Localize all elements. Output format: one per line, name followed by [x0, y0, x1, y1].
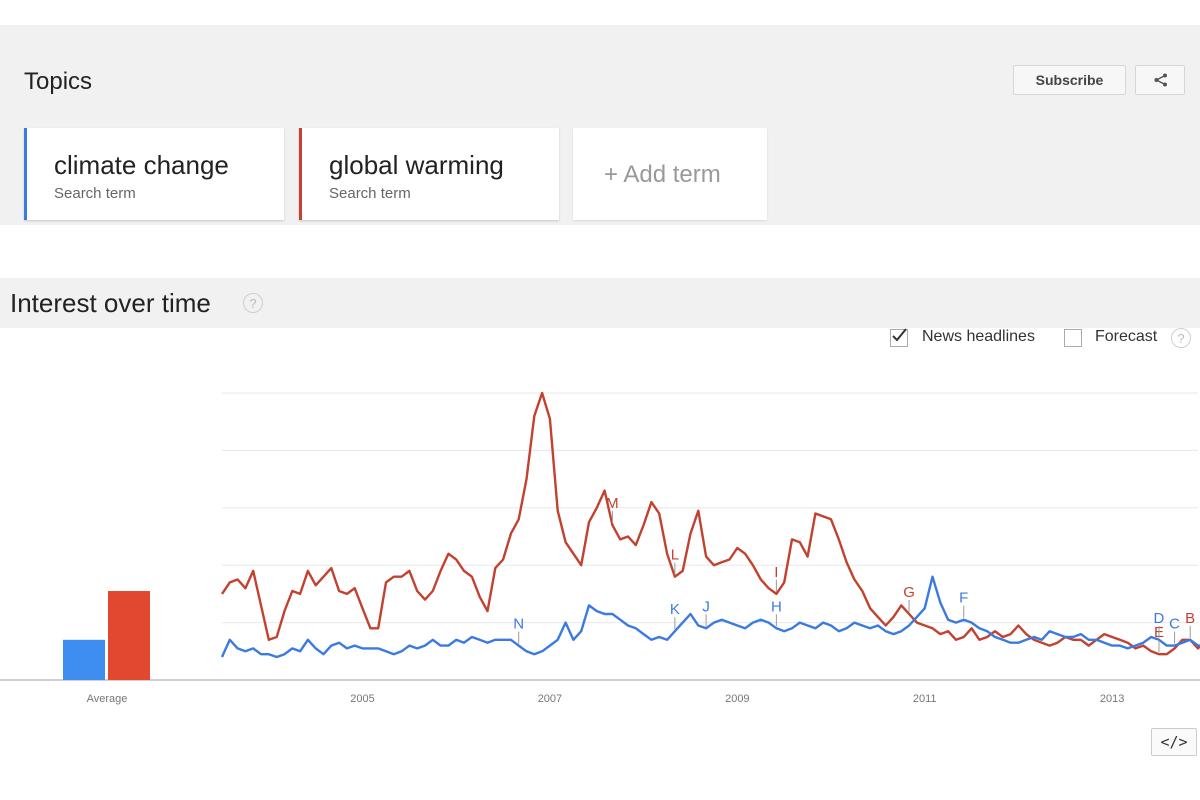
news-marker-C: C [1169, 616, 1180, 633]
x-tick-label: 2007 [538, 693, 562, 705]
series-line-climate-change [220, 575, 1200, 659]
news-marker-K: K [670, 601, 680, 618]
term-name: global warming [329, 150, 504, 180]
news-marker-N: N [513, 616, 524, 633]
average-label: Average [87, 693, 128, 705]
x-tick-label: 2013 [1100, 693, 1124, 705]
subscribe-button[interactable]: Subscribe [1013, 65, 1126, 95]
x-tick-label: 2011 [913, 693, 937, 705]
forecast-checkbox[interactable] [1064, 329, 1082, 347]
help-icon[interactable]: ? [243, 293, 263, 313]
series-line-global-warming [221, 391, 1200, 656]
news-marker-G: G [903, 584, 915, 601]
interest-header: Interest over time ? [0, 278, 1200, 328]
news-marker-B: B [1185, 610, 1195, 627]
add-term-button[interactable]: + Add term [573, 128, 767, 220]
share-button[interactable] [1135, 65, 1185, 95]
news-marker-M: M [606, 495, 619, 512]
checkmark-icon [892, 328, 907, 342]
term-subtitle: Search term [329, 185, 411, 202]
x-tick-label: 2009 [725, 693, 749, 705]
news-headlines-label[interactable]: News headlines [922, 328, 1035, 345]
news-headlines-checkbox[interactable] [890, 328, 908, 347]
share-icon [1154, 73, 1167, 87]
news-marker-D: D [1154, 610, 1165, 627]
news-marker-I: I [774, 564, 778, 581]
add-term-label: + Add term [604, 161, 721, 188]
forecast-help-icon[interactable]: ? [1171, 328, 1191, 348]
topics-title: Topics [24, 68, 93, 95]
term-name: climate change [54, 150, 229, 180]
term-subtitle: Search term [54, 185, 136, 202]
news-marker-J: J [702, 598, 710, 615]
topics-panel: Topics Subscribe climate change Search t… [0, 25, 1200, 225]
term-card-global-warming[interactable]: global warming Search term [299, 128, 559, 220]
embed-button[interactable]: </> [1151, 728, 1197, 756]
average-bar-climate-change [63, 639, 105, 680]
interest-title: Interest over time [10, 288, 211, 318]
news-marker-F: F [959, 590, 968, 607]
x-tick-label: 2005 [350, 693, 374, 705]
news-marker-H: H [771, 598, 782, 615]
forecast-label[interactable]: Forecast [1095, 328, 1158, 345]
average-bar-global-warming [108, 591, 150, 680]
term-card-climate-change[interactable]: climate change Search term [24, 128, 284, 220]
news-marker-L: L [671, 547, 679, 564]
